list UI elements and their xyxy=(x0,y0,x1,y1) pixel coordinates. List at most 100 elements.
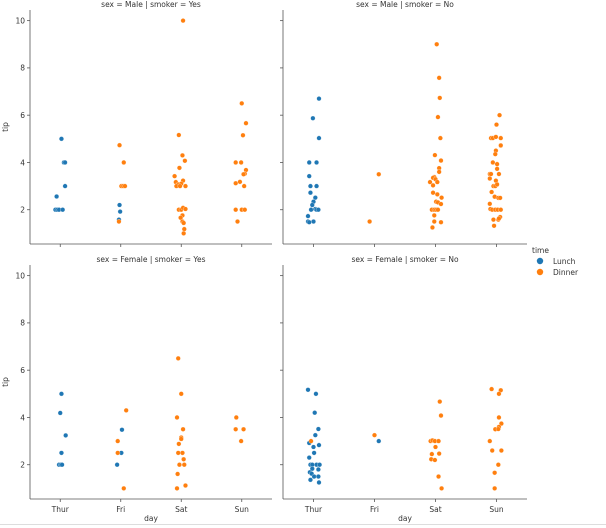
data-point-dinner xyxy=(437,135,443,141)
data-point-dinner xyxy=(177,183,183,189)
data-point-dinner xyxy=(437,95,443,101)
facet-title: sex = Male | smoker = Yes xyxy=(101,0,201,9)
data-point-lunch xyxy=(62,183,68,189)
data-point-lunch xyxy=(119,427,125,433)
data-point-dinner xyxy=(372,432,377,438)
y-tick-label: 10 xyxy=(15,16,25,25)
data-point-dinner xyxy=(492,485,498,491)
x-tick-label: Sat xyxy=(429,505,441,514)
data-point-lunch xyxy=(312,432,318,438)
data-point-lunch xyxy=(313,391,319,397)
data-point-dinner xyxy=(233,207,239,213)
data-point-dinner xyxy=(498,135,504,141)
y-tick-label: 4 xyxy=(20,158,25,167)
data-point-dinner xyxy=(233,415,239,420)
x-tick-label: Thur xyxy=(51,505,70,514)
data-point-dinner xyxy=(435,114,441,120)
data-point-dinner xyxy=(436,451,442,457)
data-point-lunch xyxy=(315,426,321,432)
data-point-lunch xyxy=(317,462,323,468)
data-point-dinner xyxy=(117,142,122,148)
data-point-lunch xyxy=(306,160,312,165)
data-point-dinner xyxy=(180,152,185,158)
x-axis-label: day xyxy=(398,514,412,523)
y-axis-label: tip xyxy=(1,377,10,387)
data-point-dinner xyxy=(439,485,445,491)
data-point-dinner xyxy=(496,216,502,221)
data-point-dinner xyxy=(172,173,178,179)
data-point-dinner xyxy=(489,386,495,392)
y-tick-label: 8 xyxy=(20,64,25,73)
data-point-dinner xyxy=(429,451,435,457)
data-point-dinner xyxy=(239,100,245,106)
data-point-lunch xyxy=(376,438,382,444)
data-point-lunch xyxy=(308,183,313,189)
facet-title: sex = Female | smoker = Yes xyxy=(96,255,205,264)
data-point-dinner xyxy=(233,180,239,186)
data-point-dinner xyxy=(430,225,435,230)
data-point-dinner xyxy=(494,181,500,187)
data-point-lunch xyxy=(305,387,311,393)
data-point-dinner xyxy=(492,151,498,157)
data-point-dinner xyxy=(175,355,181,361)
data-point-dinner xyxy=(180,426,186,432)
data-point-dinner xyxy=(493,134,499,140)
data-point-lunch xyxy=(117,202,122,208)
facet-title: sex = Male | smoker = No xyxy=(356,0,454,9)
data-point-dinner xyxy=(237,179,243,185)
data-point-dinner xyxy=(233,426,239,432)
data-point-dinner xyxy=(116,219,122,224)
data-point-dinner xyxy=(487,176,493,181)
data-point-dinner xyxy=(439,195,445,201)
data-point-lunch xyxy=(309,202,315,208)
data-point-lunch xyxy=(63,432,69,438)
data-point-dinner xyxy=(438,413,444,419)
data-point-lunch xyxy=(316,96,322,102)
data-point-lunch xyxy=(59,450,64,456)
data-point-dinner xyxy=(491,217,496,223)
data-point-dinner xyxy=(376,171,382,177)
data-point-dinner xyxy=(175,450,181,456)
y-axis-label: tip xyxy=(1,122,10,132)
data-point-dinner xyxy=(238,438,244,444)
data-point-dinner xyxy=(241,183,247,189)
data-point-dinner xyxy=(496,391,502,397)
data-point-lunch xyxy=(309,466,315,472)
data-point-lunch xyxy=(316,442,322,448)
data-point-dinner xyxy=(433,444,438,450)
data-point-dinner xyxy=(496,171,502,177)
data-point-dinner xyxy=(367,219,373,224)
data-point-dinner xyxy=(121,485,127,491)
data-point-lunch xyxy=(308,477,313,483)
data-point-lunch xyxy=(314,183,319,189)
data-point-dinner xyxy=(243,120,249,126)
data-point-lunch xyxy=(308,207,314,213)
data-point-dinner xyxy=(487,438,493,444)
data-point-lunch xyxy=(117,209,123,215)
data-point-dinner xyxy=(434,41,440,47)
data-point-lunch xyxy=(62,160,68,165)
data-point-dinner xyxy=(488,171,494,177)
data-point-lunch xyxy=(311,444,316,450)
data-point-dinner xyxy=(308,438,314,444)
data-point-dinner xyxy=(181,220,187,226)
data-point-dinner xyxy=(176,441,182,447)
y-tick-label: 2 xyxy=(20,206,25,215)
data-point-dinner xyxy=(497,195,503,201)
y-tick-label: 2 xyxy=(20,461,25,470)
bottom-divider xyxy=(0,524,606,525)
data-point-dinner xyxy=(498,448,504,453)
data-point-dinner xyxy=(178,391,184,397)
data-point-lunch xyxy=(315,207,321,213)
data-point-dinner xyxy=(491,223,497,229)
data-point-dinner xyxy=(183,183,188,189)
data-point-dinner xyxy=(121,160,127,165)
data-point-lunch xyxy=(306,173,312,179)
data-point-dinner xyxy=(432,457,438,463)
y-tick-label: 8 xyxy=(20,319,25,328)
data-point-dinner xyxy=(181,226,187,232)
data-point-dinner xyxy=(498,207,504,213)
data-point-dinner xyxy=(115,450,121,456)
data-point-lunch xyxy=(315,474,321,479)
